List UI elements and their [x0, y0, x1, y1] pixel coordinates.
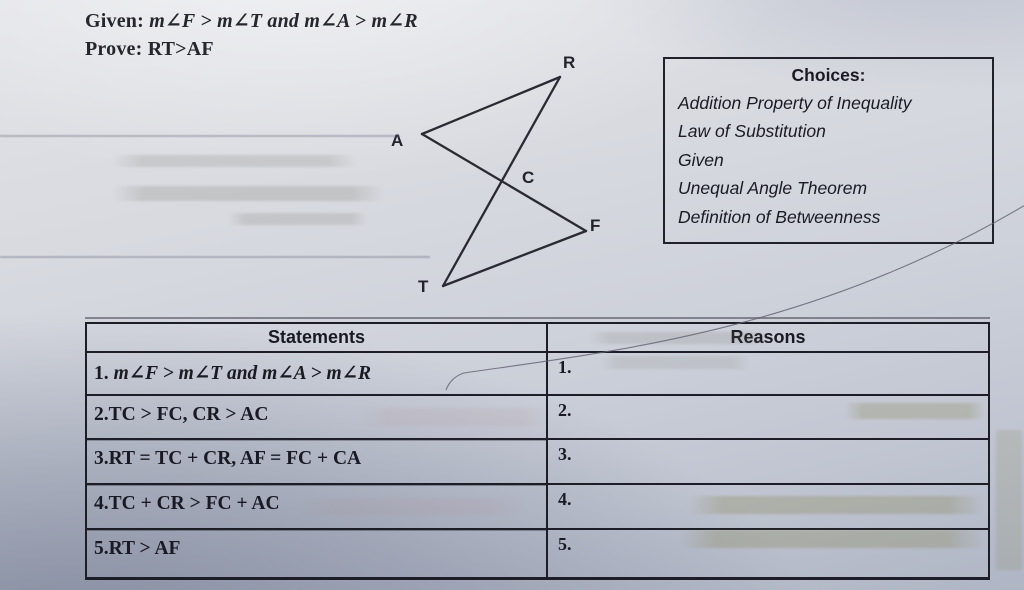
- choice-item: Definition of Betweenness: [678, 206, 881, 227]
- prove-label: Prove:: [85, 38, 143, 60]
- table-row: 3.RT = TC + CR, AF = FC + CA 3.: [87, 440, 988, 485]
- prove-math: RT>AF: [147, 38, 214, 60]
- vertex-label-T: T: [418, 277, 429, 296]
- ghost-border-line: [85, 317, 990, 319]
- table-row: 4.TC + CR > FC + AC 4.: [87, 485, 988, 530]
- bleed-through-text: [688, 496, 984, 514]
- bleed-through-text: [680, 530, 984, 548]
- bleed-through-text: [600, 356, 750, 369]
- choice-item: Unequal Angle Theorem: [678, 178, 868, 199]
- reason-cell: 4.: [558, 489, 572, 509]
- segment-TF: [441, 229, 588, 288]
- reason-cell: 5.: [558, 534, 572, 554]
- ghost-border-line: [85, 394, 548, 396]
- statement-text: RT > AF: [108, 538, 181, 559]
- bleed-through-text: [845, 403, 985, 419]
- ghost-border-line: [85, 484, 548, 486]
- statement-text: TC + CR > FC + AC: [108, 493, 280, 514]
- choices-box: Choices: Addition Property of Inequality…: [663, 57, 994, 244]
- ghost-border-line: [85, 439, 548, 441]
- table-header-row: Statements Reasons: [87, 324, 988, 353]
- bleed-through-text: [994, 430, 1024, 570]
- choice-item: Addition Property of Inequality: [678, 93, 912, 113]
- statement-number: 2.: [94, 404, 109, 425]
- given-label: Given:: [85, 10, 144, 32]
- ghost-border-line: [85, 529, 548, 531]
- choices-title: Choices:: [791, 65, 866, 85]
- given-line: Given: m∠F > m∠T and m∠A > m∠R: [85, 7, 418, 35]
- table-row: 5.RT > AF 5.: [87, 530, 988, 577]
- bleed-through-text: [112, 155, 357, 167]
- problem-header: Given: m∠F > m∠T and m∠A > m∠R Prove: RT…: [85, 7, 418, 63]
- vertex-label-C: C: [522, 168, 534, 187]
- bleed-through-text: [228, 213, 368, 225]
- statement-number: 5.: [94, 538, 109, 559]
- given-math: m∠F > m∠T and m∠A > m∠R: [149, 10, 418, 32]
- choice-item: Given: [678, 149, 724, 170]
- bleed-through-text: [112, 186, 384, 201]
- geometry-figure: R A C F T: [391, 53, 600, 296]
- vertex-label-A: A: [391, 131, 403, 150]
- statement-text: m∠F > m∠T and m∠A > m∠R: [113, 363, 371, 384]
- statement-text: RT = TC + CR, AF = FC + CA: [108, 448, 362, 469]
- statement-number: 1.: [94, 363, 109, 384]
- bleed-through-rule: [0, 256, 430, 258]
- bleed-through-text: [360, 408, 550, 426]
- vertex-label-F: F: [590, 216, 600, 235]
- statement-number: 3.: [94, 448, 109, 469]
- table-row: 1. m∠F > m∠T and m∠A > m∠R 1.: [87, 353, 988, 396]
- bleed-through-text: [300, 498, 525, 515]
- bleed-through-rule: [0, 135, 400, 137]
- reason-cell: 3.: [558, 444, 572, 464]
- statement-number: 4.: [94, 493, 109, 514]
- prove-line: Prove: RT>AF: [85, 35, 418, 63]
- segment-AF: [420, 132, 588, 233]
- choices-list: Addition Property of Inequality Law of S…: [665, 89, 992, 231]
- bleed-through-text: [588, 332, 770, 344]
- segment-AR: [420, 75, 562, 136]
- statement-text: TC > FC, CR > AC: [108, 404, 269, 425]
- statements-header: Statements: [87, 324, 548, 351]
- table-row: 2.TC > FC, CR > AC 2.: [87, 396, 988, 440]
- reason-cell: 2.: [558, 400, 572, 420]
- choice-item: Law of Substitution: [678, 121, 826, 142]
- vertex-label-R: R: [563, 53, 575, 72]
